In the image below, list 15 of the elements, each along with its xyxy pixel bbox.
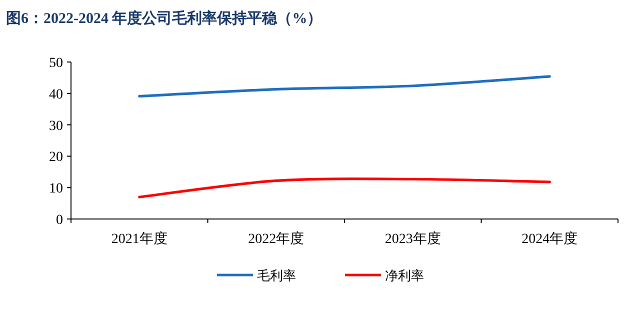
y-tick-label: 20 xyxy=(49,150,63,166)
x-tick-label: 2021年度 xyxy=(111,231,168,247)
legend-label: 毛利率 xyxy=(257,268,296,283)
y-tick-label: 40 xyxy=(49,87,63,102)
x-tick-label: 2022年度 xyxy=(248,231,304,247)
chart-title: 图6：2022-2024 年度公司毛利率保持平稳（%） xyxy=(6,9,322,27)
y-tick-label: 30 xyxy=(49,118,63,134)
line-series xyxy=(138,75,551,98)
x-tick-label: 2024年度 xyxy=(522,231,578,247)
legend-label: 净利率 xyxy=(385,268,424,283)
x-tick-label: 2023年度 xyxy=(384,231,441,247)
y-tick-label: 10 xyxy=(49,182,63,197)
y-tick-label: 0 xyxy=(56,213,63,228)
line-series xyxy=(138,178,551,198)
y-tick-label: 50 xyxy=(49,56,63,71)
